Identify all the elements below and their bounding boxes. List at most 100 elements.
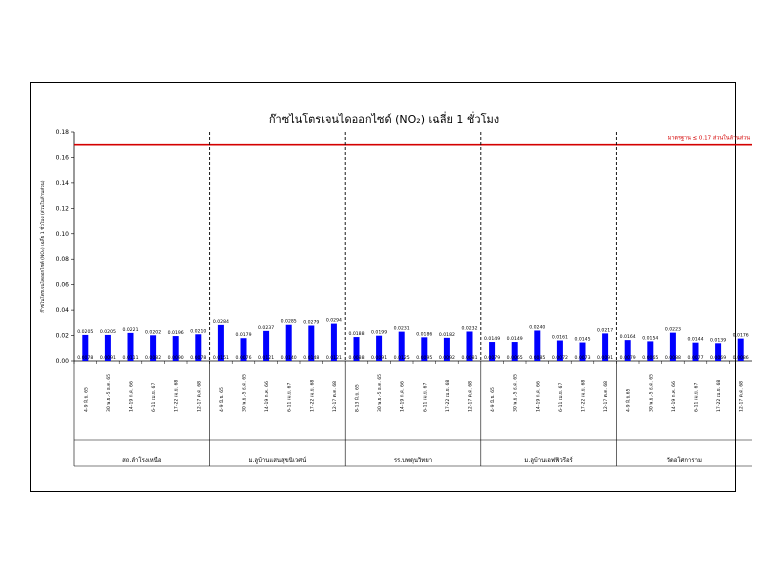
max-value-label: 0.0188 [348,331,364,337]
min-value-label: 0.0076 [235,355,251,361]
min-value-label: 0.0140 [281,355,297,361]
period-label: 17-22 เม.ย. 68 [174,380,180,412]
max-value-label: 0.0202 [145,329,161,335]
max-value-label: 0.0284 [213,319,229,325]
min-value-label: 0.0111 [122,355,138,361]
max-value-label: 0.0164 [620,334,636,340]
max-value-label: 0.0285 [281,319,297,325]
data-bar [489,342,496,361]
max-value-label: 0.0223 [665,327,681,333]
min-value-label: 0.0095 [416,355,432,361]
period-label: 12-17 ต.ค. 68 [468,381,474,412]
data-bar [172,336,179,361]
period-label: 14-19 ก.ค. 66 [400,381,406,412]
data-bar [647,341,654,361]
period-label: 4-9 มิ.ย. 65 [490,387,496,412]
max-value-label: 0.0294 [326,318,342,324]
station-label: ม.ลูบ้านเอฟฟิวรีอร์ [524,456,573,464]
min-value-label: 0.0078 [190,355,206,361]
period-label: 30 พ.ย.-5 ธ.ค. 65 [377,374,383,412]
min-value-label: 0.0069 [710,355,726,361]
min-value-label: 0.0125 [394,355,410,361]
max-value-label: 0.0231 [394,326,410,332]
data-bar [240,338,247,361]
min-value-label: 0.0086 [733,355,749,361]
min-value-label: 0.0121 [326,355,342,361]
data-bar [82,334,89,361]
data-bar [669,332,676,361]
max-value-label: 0.0149 [507,336,523,342]
data-bar [443,337,450,361]
station-label: สถ.ลำโรงเหนือ [122,456,162,464]
max-value-label: 0.0144 [687,337,703,343]
min-value-label: 0.0077 [687,355,703,361]
max-value-label: 0.0279 [303,320,319,326]
data-bar [195,334,202,361]
max-value-label: 0.0196 [168,330,184,336]
period-label: 6-11 เม.ย. 67 [151,383,157,412]
min-value-label: 0.0079 [484,355,500,361]
y-tick-label: 0.18 [56,129,70,136]
data-bar [715,343,722,361]
data-bar [534,330,541,361]
y-tick-label: 0.10 [56,231,70,238]
period-label: 17-22 เม.ย. 68 [716,380,722,412]
period-label: 14-19 ก.ค. 66 [264,381,270,412]
min-value-label: 0.0148 [303,355,319,361]
max-value-label: 0.0186 [416,331,432,337]
max-value-label: 0.0179 [235,332,251,338]
min-value-label: 0.0081 [461,355,477,361]
max-value-label: 0.0240 [529,324,545,330]
station-label: ม.ลูบ้านแสนสุขนิเวศน์ [249,456,307,464]
y-tick-label: 0.04 [56,307,70,314]
period-label: 6-11 เม.ย. 67 [694,383,700,412]
max-value-label: 0.0176 [733,333,749,339]
max-value-label: 0.0237 [258,325,274,331]
data-bar [602,333,609,361]
data-bar [285,324,292,361]
max-value-label: 0.0161 [552,335,568,341]
min-value-label: 0.0085 [529,355,545,361]
min-value-label: 0.0073 [574,355,590,361]
data-bar [421,337,428,361]
y-tick-label: 0.02 [56,333,70,340]
data-bar [263,330,270,361]
period-label: 14-19 ก.ค. 66 [535,381,541,412]
data-bar [511,342,518,361]
max-value-label: 0.0149 [484,336,500,342]
min-value-label: 0.0091 [100,355,116,361]
data-bar [556,340,563,361]
y-tick-label: 0.06 [56,282,70,289]
data-bar [579,342,586,361]
data-bar [398,331,405,361]
max-value-label: 0.0139 [710,337,726,343]
min-value-label: 0.0079 [620,355,636,361]
period-label: 6-11 เม.ย. 67 [422,383,428,412]
max-value-label: 0.0182 [439,332,455,338]
min-value-label: 0.0121 [258,355,274,361]
max-value-label: 0.0205 [100,329,116,335]
y-tick-label: 0.00 [56,358,70,365]
min-value-label: 0.0065 [642,355,658,361]
max-value-label: 0.0199 [371,330,387,336]
y-tick-label: 0.14 [56,180,70,187]
period-label: 30 พ.ย.-5 ธ.ค. 65 [648,374,654,412]
min-value-label: 0.0082 [145,355,161,361]
period-label: 14-19 ก.ค. 66 [129,381,135,412]
max-value-label: 0.0154 [642,335,658,341]
data-bar [217,324,224,361]
min-value-label: 0.0078 [77,355,93,361]
min-value-label: 0.0091 [371,355,387,361]
period-label: 17-22 เม.ย. 68 [581,380,587,412]
data-bar [353,337,360,361]
period-label: 30 พ.ย.-5 ธ.ค. 65 [513,374,519,412]
min-value-label: 0.0072 [552,355,568,361]
data-bar [466,331,473,361]
max-value-label: 0.0210 [190,328,206,334]
period-label: 30 พ.ย.-5 ธ.ค. 65 [106,374,112,412]
data-bar [150,335,157,361]
y-axis-title: ก๊าซไนโตรเจนไดออกไซด์ (NO₂) เฉลี่ย 1 ชั่… [39,180,46,312]
y-tick-label: 0.12 [56,205,70,212]
max-value-label: 0.0217 [597,327,613,333]
